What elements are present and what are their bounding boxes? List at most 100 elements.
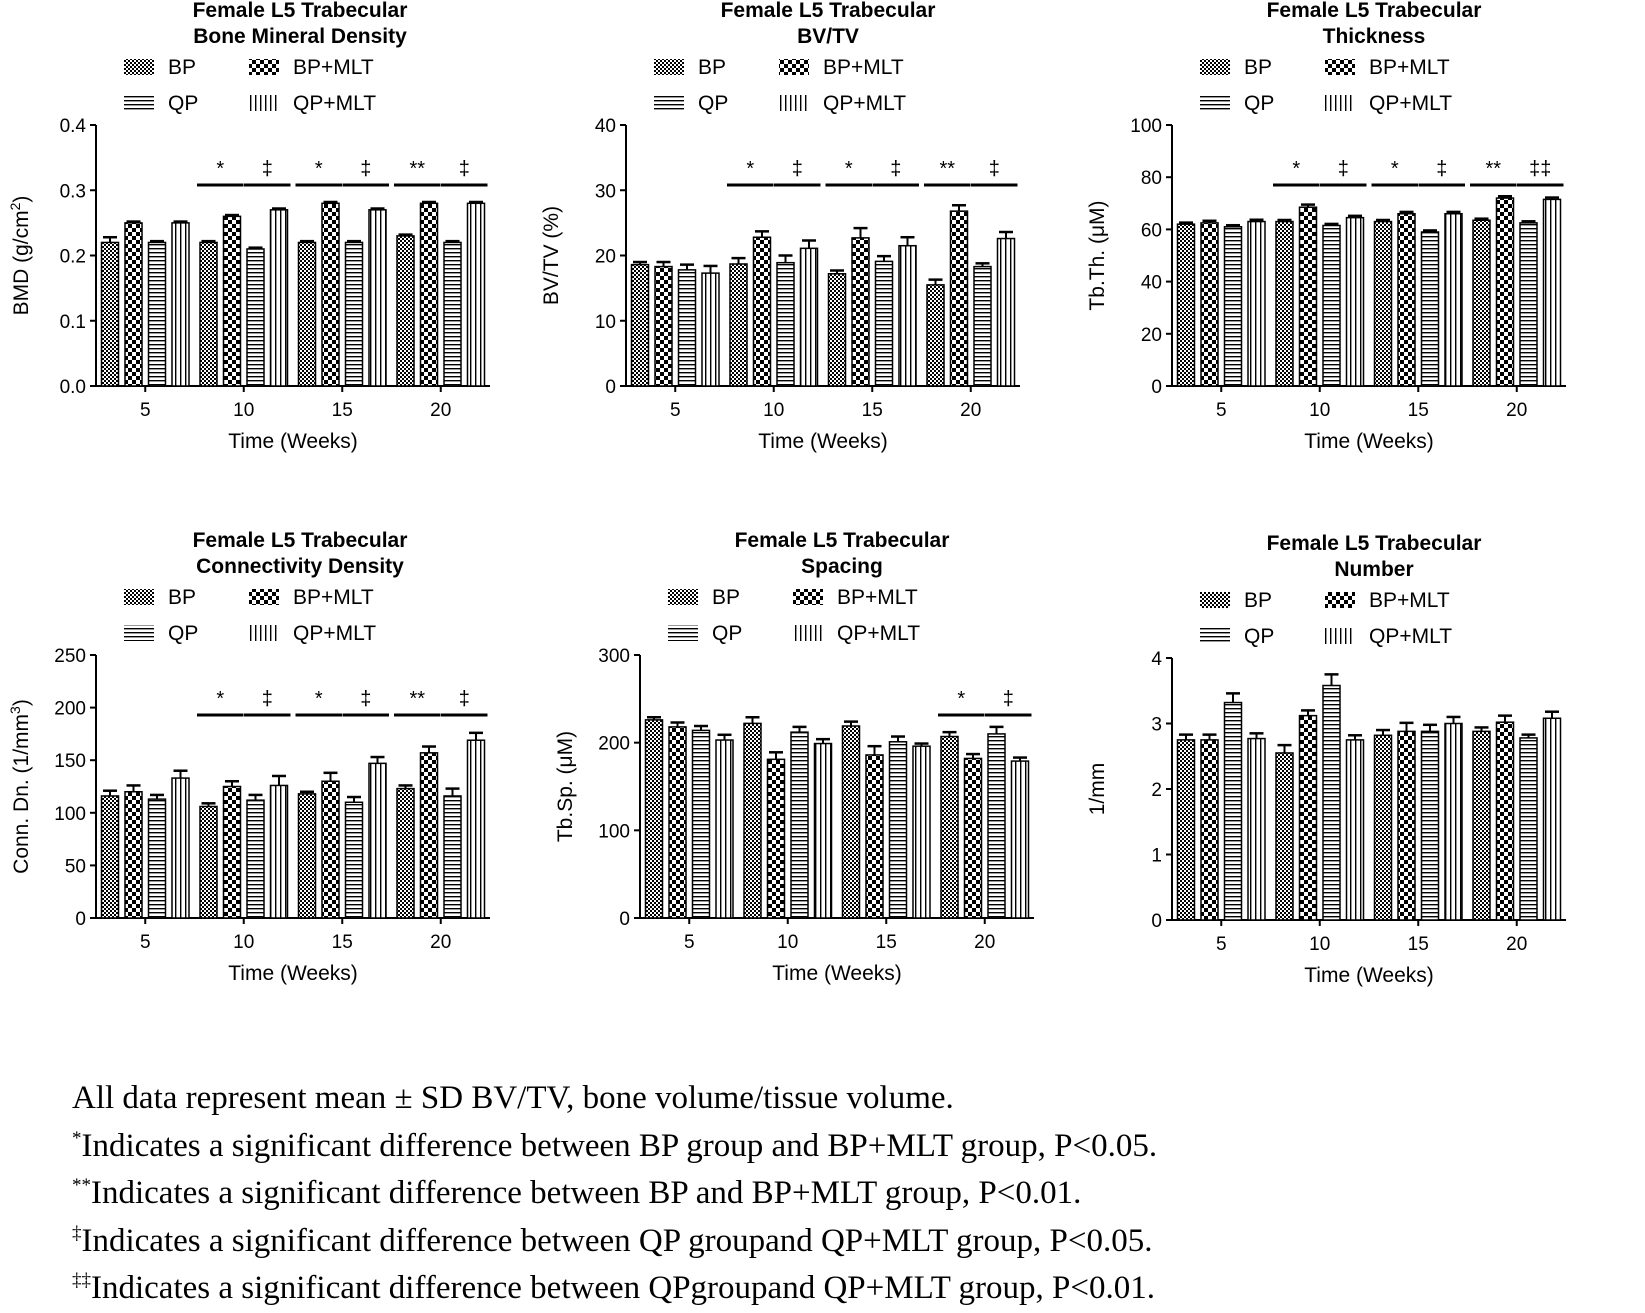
legend-label-bp: BP <box>168 586 196 609</box>
y-tick-label: 300 <box>598 646 630 667</box>
legend-label-bp_mlt: BP+MLT <box>823 56 904 79</box>
bar-bp_mlt <box>124 791 143 919</box>
bar-bp <box>1275 220 1294 387</box>
bar-bp <box>1373 734 1393 921</box>
bar-qp_mlt <box>1542 717 1562 921</box>
y-tick-label: 30 <box>595 181 616 202</box>
x-tick-label: 20 <box>1506 934 1527 955</box>
legend-swatch-bp_mlt <box>1325 592 1355 608</box>
bar-qp_mlt <box>1345 739 1365 921</box>
note-text-2: Indicates a significant difference betwe… <box>81 1127 1158 1164</box>
significance-mark: * <box>216 688 224 710</box>
significance-mark: ‡ <box>360 158 371 180</box>
legend-swatch-qp <box>668 625 698 641</box>
bar-bp_mlt <box>1200 222 1219 387</box>
y-axis-label: 1/mm <box>1086 763 1109 816</box>
chart-2: Female L5 Trabecular BV/TV BP BP+MLT QP QP+ML… <box>540 0 1020 453</box>
bar-qp <box>443 795 462 919</box>
chart-title-line2: BV/TV <box>797 25 859 48</box>
legend-label-qp_mlt: QP+MLT <box>1369 92 1452 115</box>
legend-label-qp: QP <box>698 92 728 115</box>
chart-title-line1: Female L5 Trabecular <box>721 0 936 22</box>
chart-3: Female L5 Trabecular Thickness BP BP+MLT QP Q… <box>1086 0 1566 453</box>
bar-qp <box>246 799 265 919</box>
bar-bp_mlt <box>1298 714 1318 921</box>
x-tick-label: 15 <box>332 400 353 421</box>
bar-qp_mlt <box>912 745 931 919</box>
y-tick-label: 100 <box>1130 116 1162 137</box>
bar-bp_mlt <box>865 754 884 919</box>
y-tick-label: 1 <box>1151 846 1162 867</box>
x-tick-label: 5 <box>1216 934 1227 955</box>
bar-qp <box>1223 226 1243 387</box>
bar-qp_mlt <box>813 742 833 919</box>
bar-bp_mlt <box>766 758 786 919</box>
bar-qp_mlt <box>269 784 289 919</box>
legend-swatch-bp <box>124 589 154 605</box>
x-tick-label: 10 <box>763 400 784 421</box>
x-axis-label: Time (Weeks) <box>1304 964 1434 987</box>
bar-bp_mlt <box>1298 206 1318 387</box>
bar-qp <box>344 801 364 919</box>
x-tick-label: 10 <box>233 932 254 953</box>
significance-mark: ‡ <box>1338 158 1349 180</box>
note-mark-2: * <box>72 1127 82 1149</box>
x-tick-label: 10 <box>777 932 798 953</box>
legend-swatch-qp_mlt <box>249 95 279 111</box>
y-tick-label: 0 <box>1151 911 1162 932</box>
note-text-4: Indicates a significant difference betwe… <box>81 1222 1153 1259</box>
bar-qp <box>987 733 1006 919</box>
bar-qp <box>246 248 265 387</box>
x-tick-label: 10 <box>1309 400 1330 421</box>
significance-mark: ‡ <box>890 158 901 180</box>
bar-bp <box>1472 219 1491 387</box>
bar-qp_mlt <box>1247 220 1266 387</box>
bar-bp_mlt <box>949 210 969 387</box>
y-tick-label: 0.3 <box>60 181 86 202</box>
x-tick-label: 5 <box>684 932 695 953</box>
y-tick-label: 20 <box>1141 325 1162 346</box>
bar-qp_mlt <box>715 739 734 919</box>
x-tick-label: 20 <box>960 400 981 421</box>
note-line-2: *Indicates a significant difference betw… <box>72 1123 1632 1171</box>
x-axis-label: Time (Weeks) <box>758 430 888 453</box>
y-tick-label: 0.1 <box>60 312 86 333</box>
y-tick-label: 3 <box>1151 715 1162 736</box>
bar-qp_mlt <box>898 244 917 387</box>
note-mark-3: ** <box>72 1175 91 1196</box>
legend-swatch-bp <box>668 589 698 605</box>
x-tick-label: 15 <box>876 932 897 953</box>
chart-1: Female L5 Trabecular Bone Mineral Density… <box>7 0 490 453</box>
note-text-3: Indicates a significant difference betwe… <box>91 1175 1082 1211</box>
y-tick-label: 0.0 <box>60 377 86 398</box>
legend-label-bp_mlt: BP+MLT <box>1369 589 1450 612</box>
note-line-4: ‡Indicates a significant difference betw… <box>72 1218 1632 1266</box>
bar-qp <box>888 741 908 919</box>
bar-qp_mlt <box>1444 212 1463 387</box>
x-tick-label: 20 <box>1506 400 1527 421</box>
bar-bp <box>199 241 218 387</box>
bar-qp_mlt <box>799 247 819 387</box>
legend-swatch-qp <box>124 95 154 111</box>
legend-label-qp: QP <box>1244 92 1274 115</box>
bar-bp_mlt <box>752 236 772 387</box>
x-axis-label: Time (Weeks) <box>1304 430 1434 453</box>
bar-qp_mlt <box>1247 737 1266 921</box>
note-line-3: **Indicates a significant difference bet… <box>72 1170 1632 1218</box>
x-tick-label: 15 <box>1408 400 1429 421</box>
bar-qp <box>1322 224 1341 387</box>
legend-swatch-bp_mlt <box>249 589 279 605</box>
significance-mark: * <box>957 688 965 710</box>
bar-bp_mlt <box>963 757 983 919</box>
legend-label-bp: BP <box>1244 56 1272 79</box>
x-axis-label: Time (Weeks) <box>772 962 902 985</box>
bar-qp <box>874 260 894 387</box>
bar-qp <box>790 731 809 919</box>
note-mark-5: ‡‡ <box>72 1270 91 1291</box>
significance-mark: ‡ <box>1003 688 1014 710</box>
chart-canvas: Female L5 Trabecular Bone Mineral Density… <box>7 0 1566 987</box>
significance-mark: ** <box>409 158 425 180</box>
bar-bp <box>743 722 762 919</box>
chart-5: Female L5 Trabecular Spacing BP BP+MLT QP QP+… <box>554 529 1034 985</box>
y-tick-label: 250 <box>54 646 86 667</box>
